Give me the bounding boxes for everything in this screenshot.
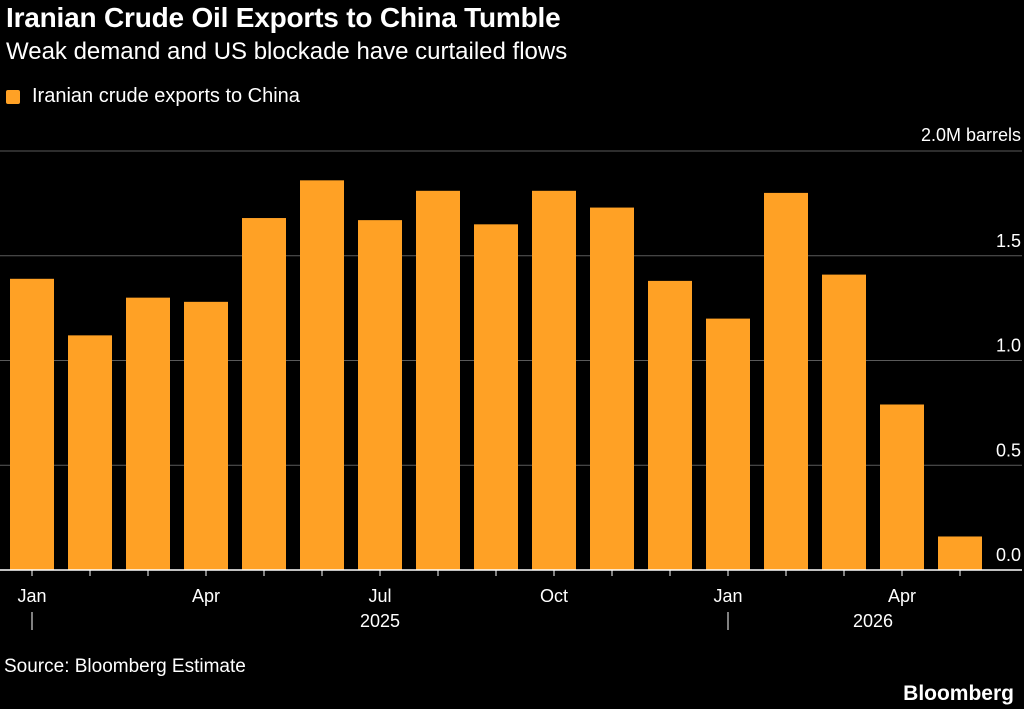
- bar: [648, 280, 692, 570]
- y-tick-label: 1.0: [996, 336, 1021, 356]
- bar: [532, 190, 576, 570]
- bar: [938, 536, 982, 570]
- y-tick-label: 0.5: [996, 440, 1021, 460]
- x-tick-label: Oct: [540, 586, 568, 606]
- bar: [416, 190, 460, 570]
- legend-label: Iranian crude exports to China: [32, 85, 300, 107]
- chart-subtitle: Weak demand and US blockade have curtail…: [6, 38, 568, 65]
- y-tick-label: 0.0: [996, 545, 1021, 565]
- legend-swatch: [6, 89, 20, 104]
- x-tick-label: Jan: [17, 586, 46, 606]
- bar: [590, 207, 634, 570]
- bar: [242, 218, 286, 571]
- bar: [10, 278, 54, 570]
- source-note: Source: Bloomberg Estimate: [4, 656, 246, 677]
- x-tick-label: Apr: [192, 586, 220, 606]
- x-tick-label: Apr: [888, 586, 916, 606]
- bar-chart: 2.0M barrels 1.5 1.0 0.5 0.0 Jan Apr Jul Oct Jan A…: [0, 125, 1022, 631]
- bar: [880, 404, 924, 570]
- bloomberg-logo: Bloomberg: [903, 682, 1014, 705]
- bar: [184, 301, 228, 570]
- chart-title: Iranian Crude Oil Exports to China Tumbl…: [6, 2, 561, 33]
- y-tick-label: 1.5: [996, 231, 1021, 251]
- bar: [706, 318, 750, 570]
- legend: Iranian crude exports to China: [6, 85, 300, 108]
- bar: [764, 192, 808, 570]
- x-tick-label: Jan: [713, 586, 742, 606]
- y-tick-label: 2.0M barrels: [921, 125, 1021, 145]
- bar: [822, 274, 866, 570]
- bar: [126, 297, 170, 570]
- bar: [68, 335, 112, 570]
- year-label: 2025: [360, 611, 400, 631]
- bar: [474, 224, 518, 570]
- x-tick-label: Jul: [368, 586, 391, 606]
- year-label: 2026: [853, 611, 893, 631]
- bar: [300, 180, 344, 570]
- bar: [358, 220, 402, 570]
